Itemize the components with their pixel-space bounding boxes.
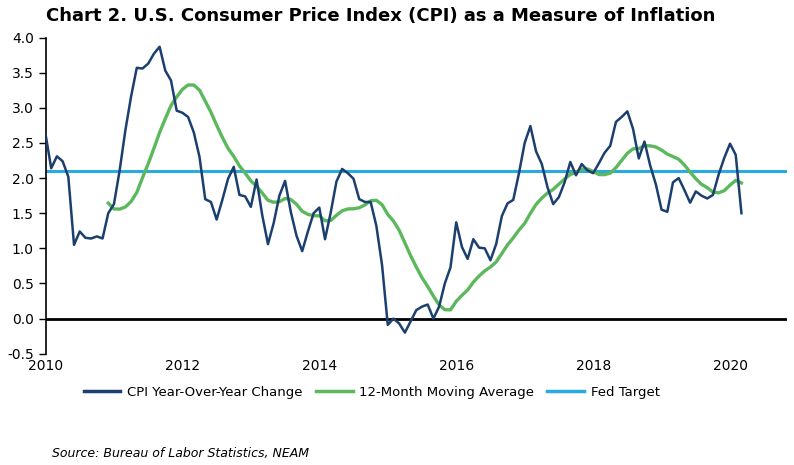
Text: Source: Bureau of Labor Statistics, NEAM: Source: Bureau of Labor Statistics, NEAM	[52, 447, 309, 460]
Legend: CPI Year-Over-Year Change, 12-Month Moving Average, Fed Target: CPI Year-Over-Year Change, 12-Month Movi…	[79, 380, 665, 404]
Text: Chart 2. U.S. Consumer Price Index (CPI) as a Measure of Inflation: Chart 2. U.S. Consumer Price Index (CPI)…	[45, 7, 715, 25]
